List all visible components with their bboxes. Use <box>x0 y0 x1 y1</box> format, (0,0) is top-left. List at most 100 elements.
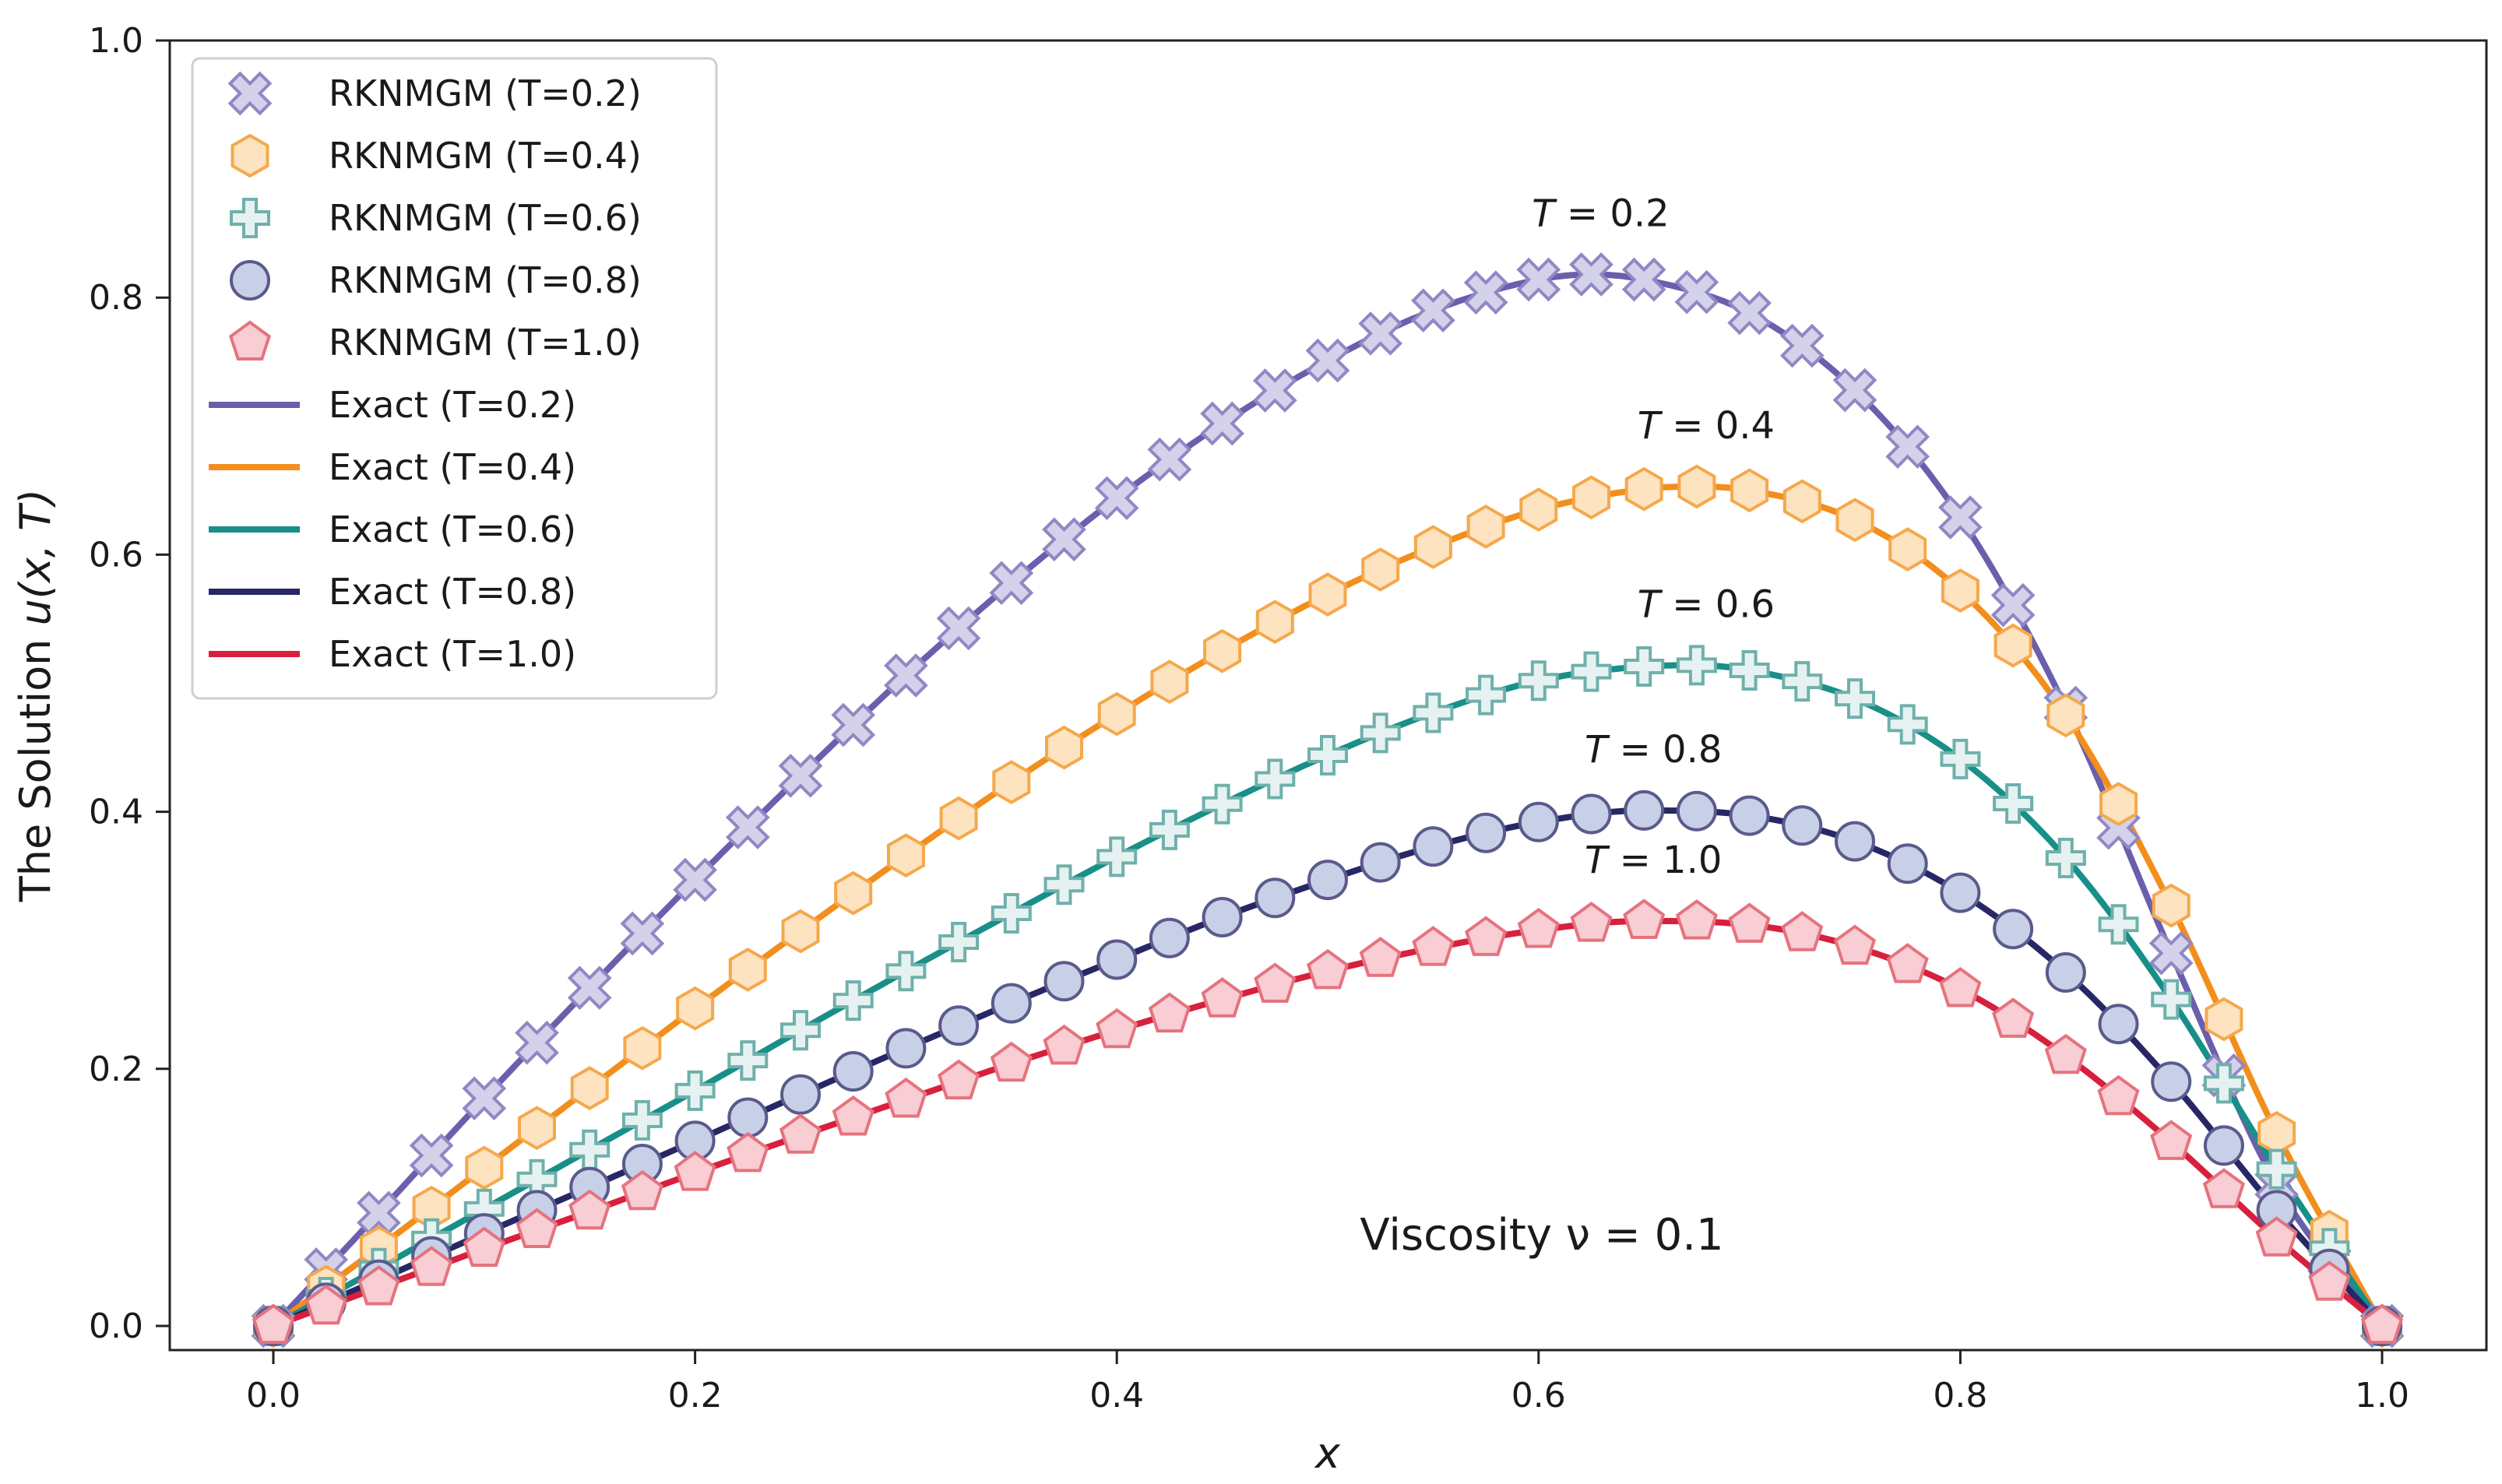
rknmgm-marker-t0.8 <box>1466 812 1507 853</box>
legend-label: Exact (T=0.6) <box>329 508 576 550</box>
rknmgm-marker-t0.6 <box>2203 1063 2244 1104</box>
rknmgm-marker-t0.6 <box>1149 809 1190 850</box>
rknmgm-marker-t1.0 <box>410 1246 453 1286</box>
rknmgm-marker-t1.0 <box>1306 948 1350 990</box>
y-axis-label-math: u(x, T) <box>11 489 60 626</box>
rknmgm-marker-t0.2 <box>936 606 981 651</box>
y-tick-label: 0.4 <box>89 793 143 832</box>
rknmgm-marker-t0.8 <box>1413 826 1454 867</box>
curve-label-variable: T <box>1585 728 1610 772</box>
rknmgm-marker-t0.4 <box>1308 572 1347 617</box>
rknmgm-marker-t0.4 <box>1097 691 1136 737</box>
rknmgm-marker-t0.8 <box>2203 1125 2244 1166</box>
rknmgm-marker-t0.6 <box>1887 704 1928 745</box>
rknmgm-marker-t0.4 <box>465 1145 504 1190</box>
rknmgm-marker-t0.6 <box>1096 836 1138 877</box>
ticks-layer: 0.0 0.2 0.4 0.6 0.8 1.0 0.0 0.2 0.4 0.6 0.8 1.0 <box>89 21 2409 1415</box>
rknmgm-marker-t0.4 <box>1045 725 1083 770</box>
rknmgm-marker-t1.0 <box>2308 1261 2351 1301</box>
rknmgm-marker-t0.6 <box>1255 758 1296 800</box>
rknmgm-marker-t0.4 <box>1835 498 1874 543</box>
rknmgm-marker-t1.0 <box>2202 1168 2245 1208</box>
rknmgm-marker-t0.6 <box>1993 783 2034 824</box>
rknmgm-marker-t0.2 <box>462 1076 507 1121</box>
rknmgm-marker-t0.8 <box>885 1028 927 1069</box>
rknmgm-marker-t0.2 <box>778 754 823 798</box>
rknmgm-marker-t0.8 <box>1624 789 1665 831</box>
rknmgm-marker-t0.6 <box>991 893 1032 934</box>
rknmgm-marker-t0.4 <box>570 1066 609 1110</box>
x-tick-label: 0.8 <box>1933 1376 1987 1415</box>
rknmgm-marker-t0.4 <box>1519 487 1558 532</box>
rknmgm-marker-t0.2 <box>1358 311 1403 356</box>
rknmgm-marker-t1.0 <box>2044 1033 2087 1074</box>
rknmgm-marker-t0.8 <box>1729 795 1770 836</box>
rknmgm-marker-t1.0 <box>1886 943 1929 983</box>
rknmgm-marker-t0.6 <box>1571 651 1612 692</box>
rknmgm-marker-t0.8 <box>832 1051 874 1092</box>
rknmgm-marker-t0.6 <box>1466 674 1507 716</box>
rknmgm-marker-t0.8 <box>1202 897 1243 937</box>
legend: RKNMGM (T=0.2) RKNMGM (T=0.4) RKNMGM (T=0.… <box>191 57 718 700</box>
y-tick-label: 0.8 <box>89 278 143 318</box>
legend-box <box>191 57 718 700</box>
rknmgm-marker-t1.0 <box>1728 902 1771 943</box>
rknmgm-marker-t1.0 <box>1939 966 1982 1008</box>
curve-label-t0.2: T = 0.2 <box>1532 192 1669 236</box>
legend-label: RKNMGM (T=0.2) <box>329 72 642 114</box>
rknmgm-marker-t0.8 <box>1782 805 1823 846</box>
rknmgm-marker-t0.6 <box>1360 712 1401 754</box>
curve-label-variable: T <box>1638 404 1663 448</box>
curve-label-value: = 0.2 <box>1555 192 1670 236</box>
rknmgm-marker-t0.8 <box>1940 872 1981 913</box>
y-tick-label: 1.0 <box>89 21 143 61</box>
curve-label-variable: T <box>1585 839 1610 882</box>
legend-marker-t1.0 <box>228 320 272 360</box>
rknmgm-marker-t0.8 <box>1255 877 1296 919</box>
rknmgm-marker-t0.8 <box>2045 952 2086 993</box>
x-tick-label: 0.0 <box>246 1376 301 1415</box>
rknmgm-marker-t0.2 <box>1938 495 1983 540</box>
rknmgm-marker-t1.0 <box>516 1208 558 1248</box>
rknmgm-marker-t0.8 <box>1149 917 1190 958</box>
rknmgm-marker-t0.6 <box>569 1129 611 1170</box>
rknmgm-marker-t0.4 <box>1941 568 1979 613</box>
rknmgm-marker-t0.4 <box>1994 623 2032 668</box>
rknmgm-marker-t0.4 <box>518 1106 556 1151</box>
rknmgm-marker-t0.6 <box>1940 738 1981 779</box>
rknmgm-marker-t1.0 <box>1570 902 1613 942</box>
rknmgm-marker-t0.6 <box>621 1099 663 1141</box>
rknmgm-marker-t1.0 <box>990 1041 1033 1082</box>
rknmgm-marker-t0.6 <box>1413 692 1454 733</box>
rknmgm-marker-t0.2 <box>1042 517 1086 562</box>
rknmgm-marker-t0.6 <box>2098 904 2139 945</box>
rknmgm-marker-t0.4 <box>1413 525 1452 569</box>
viscosity-annotation: Viscosity ν = 0.1 <box>1360 1210 1723 1261</box>
legend-label: Exact (T=0.2) <box>329 384 576 426</box>
rknmgm-marker-t0.6 <box>1624 646 1665 687</box>
rknmgm-marker-t0.4 <box>992 760 1031 804</box>
rknmgm-marker-t0.8 <box>938 1005 980 1046</box>
curve-label-value: = 1.0 <box>1607 839 1722 882</box>
rknmgm-marker-t1.0 <box>1517 908 1560 948</box>
rknmgm-marker-t1.0 <box>2097 1074 2140 1116</box>
rknmgm-marker-t1.0 <box>304 1284 347 1325</box>
x-axis-label: x <box>1314 1429 1341 1478</box>
rknmgm-marker-t1.0 <box>1623 898 1666 939</box>
rknmgm-marker-t0.2 <box>725 805 770 849</box>
rknmgm-marker-t1.0 <box>1254 962 1297 1003</box>
rknmgm-marker-t0.8 <box>1571 793 1612 835</box>
rknmgm-marker-t0.8 <box>1043 961 1085 1002</box>
rknmgm-marker-t1.0 <box>938 1059 980 1100</box>
rknmgm-marker-t1.0 <box>885 1077 927 1118</box>
rknmgm-marker-t0.2 <box>1990 582 2036 628</box>
rknmgm-marker-t0.8 <box>780 1074 821 1115</box>
curve-label-t1.0: T = 1.0 <box>1585 839 1722 882</box>
rknmgm-marker-t0.8 <box>1993 909 2034 950</box>
legend-marker-t0.6 <box>230 198 270 238</box>
curve-label-variable: T <box>1532 192 1557 236</box>
y-tick-label: 0.2 <box>89 1050 143 1089</box>
rknmgm-marker-t0.6 <box>1835 678 1875 719</box>
rknmgm-marker-t0.8 <box>1360 842 1401 883</box>
